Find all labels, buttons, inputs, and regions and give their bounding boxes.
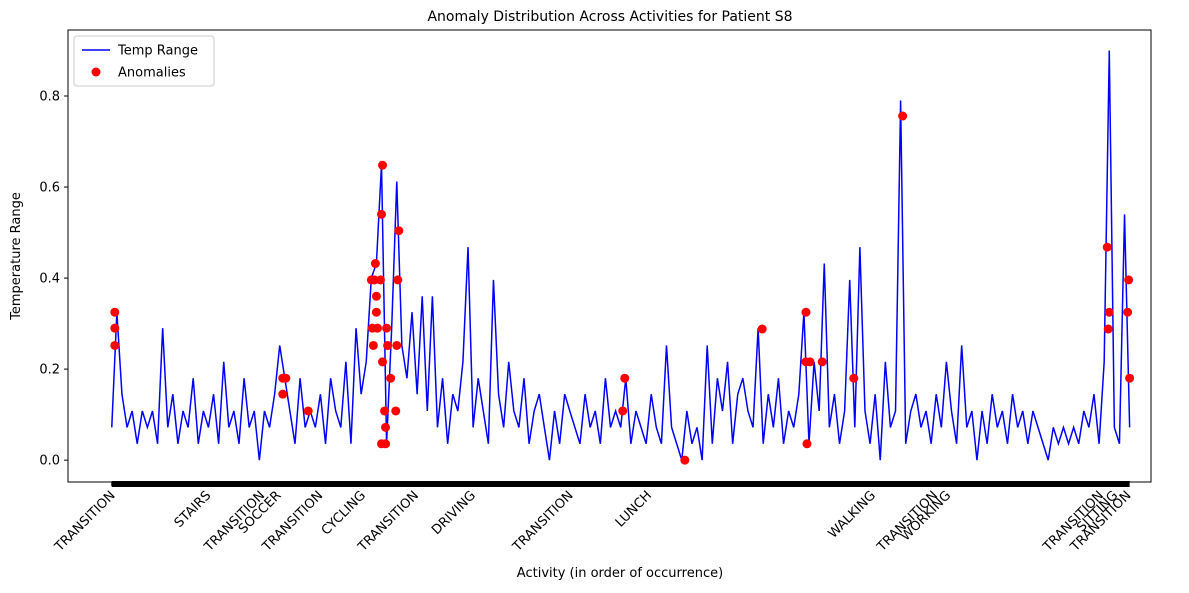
anomaly-point: [382, 323, 392, 333]
anomaly-point: [1125, 373, 1135, 383]
anomaly-point: [371, 307, 381, 317]
anomaly-point: [817, 357, 827, 367]
anomaly-point: [372, 323, 382, 333]
anomaly-point: [368, 340, 378, 350]
anomaly-point: [757, 324, 767, 334]
anomaly-point: [898, 111, 908, 121]
legend-label: Temp Range: [117, 44, 198, 59]
legend-marker: [91, 67, 101, 77]
anomaly-point: [393, 275, 403, 285]
anomaly-point: [383, 340, 393, 350]
y-tick-label: 0.6: [39, 181, 60, 196]
plot-frame: [67, 29, 1152, 483]
anomaly-point: [370, 259, 380, 269]
anomaly-point: [381, 422, 391, 432]
anomaly-point: [371, 291, 381, 301]
anomaly-point: [1124, 275, 1134, 285]
anomaly-point: [380, 406, 390, 416]
anomaly-point: [618, 406, 628, 416]
anomaly-point: [378, 357, 388, 367]
y-axis-label: Temperature Range: [9, 192, 24, 321]
anomaly-point: [680, 455, 690, 465]
anomaly-point: [620, 373, 630, 383]
y-tick-label: 0.8: [39, 90, 60, 105]
anomaly-point: [801, 307, 811, 317]
x-tick-strip: [111, 481, 1130, 487]
anomaly-point: [849, 373, 859, 383]
anomaly-point: [1102, 242, 1112, 252]
legend-label: Anomalies: [118, 66, 186, 81]
anomaly-point: [377, 209, 386, 219]
anomaly-point: [802, 439, 812, 449]
y-tick-label: 0.4: [39, 272, 60, 287]
anomaly-point: [1123, 307, 1133, 317]
anomaly-point: [378, 160, 388, 170]
chart-title: Anomaly Distribution Across Activities f…: [427, 9, 792, 25]
anomaly-point: [394, 226, 404, 236]
anomaly-point: [375, 275, 385, 285]
anomaly-point: [381, 439, 391, 449]
anomaly-point: [110, 323, 120, 333]
anomaly-point: [1104, 307, 1114, 317]
line-series: [111, 50, 1131, 461]
anomaly-point: [278, 389, 288, 399]
anomaly-point: [110, 307, 120, 317]
anomaly-point: [281, 373, 291, 383]
x-axis-label: Activity (in order of occurrence): [517, 566, 723, 581]
anomaly-point: [392, 340, 402, 350]
anomaly-point: [110, 340, 120, 350]
anomaly-point: [303, 406, 313, 416]
anomaly-point: [386, 373, 396, 383]
y-tick-label: 0.0: [39, 454, 60, 469]
legend-box: [73, 35, 215, 87]
y-tick-label: 0.2: [39, 363, 60, 378]
anomaly-point: [805, 357, 815, 367]
anomaly-point: [391, 406, 401, 416]
anomaly-point: [1103, 324, 1113, 334]
